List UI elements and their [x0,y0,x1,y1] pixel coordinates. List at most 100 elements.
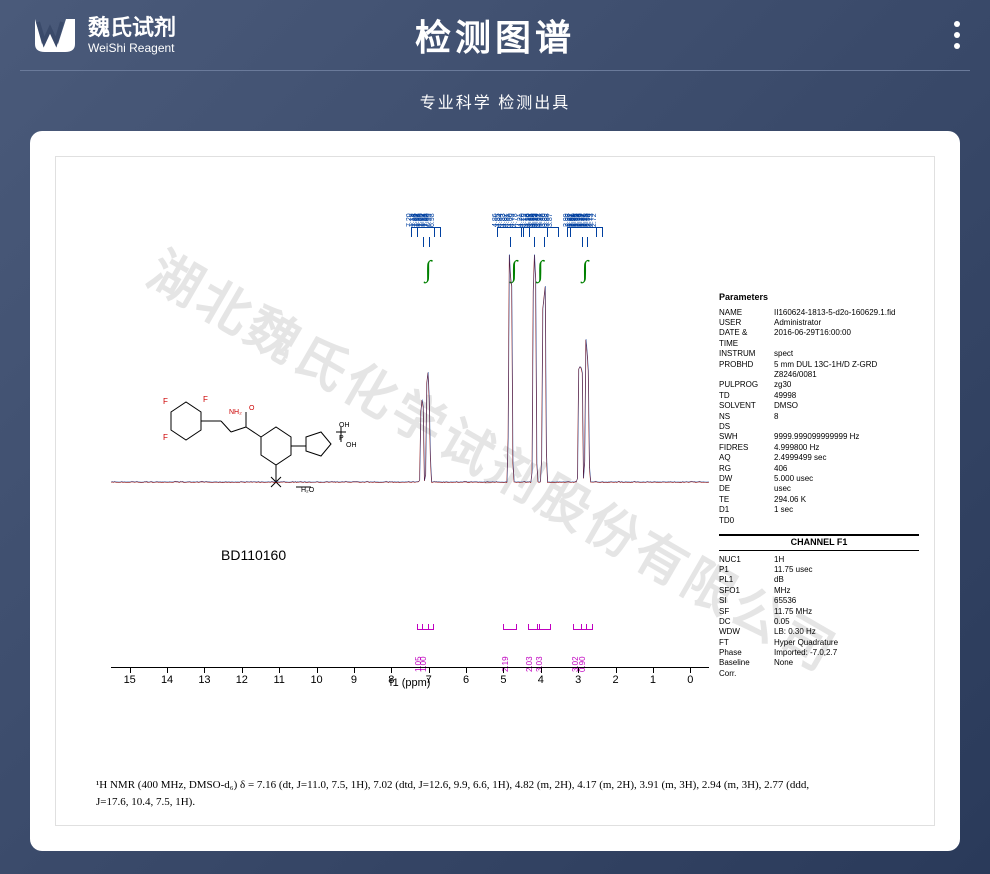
param-row: TE294.06 K [719,495,919,505]
x-tick-label: 4 [538,674,544,686]
spectrum-svg [111,252,709,491]
logo-area: 魏氏试剂 WeiShi Reagent [30,14,176,56]
x-tick [354,668,355,673]
param-row: TIME [719,339,919,349]
param-val: 9999.999099999999 Hz [774,432,919,442]
param-row: Corr. [719,669,919,679]
param-row: BaselineNone [719,658,919,668]
x-axis-title: f1 (ppm) [390,677,431,689]
param-row: PROBHD5 mm DUL 13C-1H/D Z-GRD Z8246/0081 [719,360,919,381]
param-val: dB [774,575,919,585]
param-row: DW5.000 usec [719,474,919,484]
param-row: PL1dB [719,575,919,585]
param-row: SOLVENTDMSO [719,401,919,411]
param-key: Phase [719,648,774,658]
logo-text: 魏氏试剂 WeiShi Reagent [88,15,176,56]
param-val: Administrator [774,318,919,328]
subtitle: 专业科学 检测出具 [0,71,990,131]
param-key: TD0 [719,516,774,526]
peak-tree [111,227,709,252]
param-val: 1 sec [774,505,919,515]
param-key: RG [719,464,774,474]
param-row: DC0.05 [719,617,919,627]
param-key: USER [719,318,774,328]
integral-bracket [581,624,593,630]
param-row: INSTRUMspect [719,349,919,359]
param-row: FTHyper Quadrature [719,638,919,648]
param-key: AQ [719,453,774,463]
param-key: SWH [719,432,774,442]
param-val: usec [774,484,919,494]
x-tick [167,668,168,673]
peak-tree-stem [582,237,583,247]
x-tick-label: 7 [426,674,432,686]
param-key: P1 [719,565,774,575]
peak-labels-top: 7.207.197.187.177.167.157.147.137.057.04… [111,177,709,227]
page-title: 检测图谱 [415,9,575,61]
param-key: Baseline [719,658,774,668]
logo-en: WeiShi Reagent [88,41,176,55]
param-val: MHz [774,586,919,596]
peak-tree-node [497,227,524,237]
x-tick [242,668,243,673]
x-tick-label: 6 [463,674,469,686]
x-tick [317,668,318,673]
peak-tree-stem [544,237,545,247]
logo-cn: 魏氏试剂 [88,15,176,41]
param-row: AQ2.4999499 sec [719,453,919,463]
param-val: 49998 [774,391,919,401]
peak-tree-node [529,227,559,237]
param-key: DE [719,484,774,494]
x-tick [204,668,205,673]
peak-ppm-label: 3.87 [547,213,554,227]
param-key: D1 [719,505,774,515]
param-val: spect [774,349,919,359]
x-tick [578,668,579,673]
x-tick-label: 14 [161,674,173,686]
peak-ppm-label: 6.98 [429,213,436,227]
parameters-panel: Parameters NAMEII160624-1813-5-d2o-16062… [719,292,919,679]
param-key: PL1 [719,575,774,585]
param-key: WDW [719,627,774,637]
param-row: PhaseImported: -7.0,2.7 [719,648,919,658]
logo-icon [30,14,80,56]
x-tick-label: 11 [273,674,284,686]
param-val: zg30 [774,380,919,390]
x-tick [429,668,430,673]
caption-line2: J=17.6, 10.4, 7.5, 1H). [96,796,195,808]
param-key: DS [719,422,774,432]
param-key: NS [719,412,774,422]
peak-tree-node [417,227,441,237]
param-val [774,669,919,679]
param-val: 8 [774,412,919,422]
header: 魏氏试剂 WeiShi Reagent 检测图谱 [0,0,990,70]
x-tick-label: 10 [310,674,322,686]
x-tick-label: 2 [613,674,619,686]
integral-bracket [422,624,434,630]
peak-tree-stem [429,237,430,247]
param-val: DMSO [774,401,919,411]
caption-line1: ¹H NMR (400 MHz, DMSO-d₆) δ = 7.16 (dt, … [96,779,809,791]
param-row: NS8 [719,412,919,422]
x-tick-label: 13 [198,674,210,686]
peak-tree-stem [534,237,535,247]
param-key: TE [719,495,774,505]
param-row: SFO1MHz [719,586,919,596]
param-val: 11.75 MHz [774,607,919,617]
x-tick [690,668,691,673]
param-val: 406 [774,464,919,474]
param-key: DC [719,617,774,627]
param-val: None [774,658,919,668]
param-row: FIDRES4.999800 Hz [719,443,919,453]
x-tick [653,668,654,673]
x-axis: f1 (ppm) 1514131211109876543210 [111,667,709,687]
menu-dots-icon[interactable] [954,21,960,49]
spectrum-box: 湖北魏氏化学试剂股份有限公司 7.207.197.187.177.167.157… [55,156,935,826]
param-val [774,422,919,432]
param-val: 11.75 usec [774,565,919,575]
param-key: DW [719,474,774,484]
param-key: PULPROG [719,380,774,390]
param-row: PULPROGzg30 [719,380,919,390]
x-tick-label: 12 [236,674,248,686]
x-tick [616,668,617,673]
